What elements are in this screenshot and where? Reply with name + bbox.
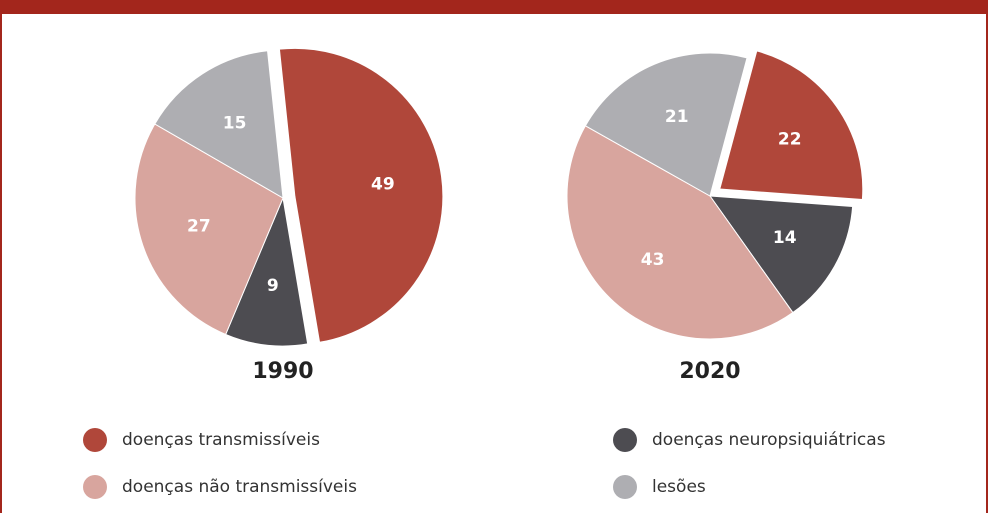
slice-label: 43 (641, 250, 665, 270)
pie-slice (134, 123, 284, 336)
slice-label: 27 (187, 216, 211, 236)
legend-swatch (613, 475, 637, 499)
pie-title: 1990 (252, 359, 313, 384)
pie-slice (708, 195, 854, 314)
slice-label: 21 (665, 107, 689, 127)
legend-label: doenças não transmissíveis (122, 477, 357, 497)
pie-slice (719, 50, 864, 201)
slice-label: 49 (371, 174, 395, 194)
pie-slice (584, 52, 748, 197)
pie-slice (154, 50, 284, 199)
pie-slice (566, 125, 794, 340)
top-bar (0, 0, 988, 14)
legend-label: doenças transmissíveis (122, 430, 320, 450)
slice-label: 14 (773, 228, 797, 248)
slice-label: 9 (267, 276, 279, 296)
slice-label: 15 (223, 114, 247, 134)
legend-label: doenças neuropsiquiátricas (652, 430, 886, 450)
slice-label: 22 (778, 129, 802, 149)
pie-title: 2020 (679, 359, 740, 384)
pie-slice (278, 47, 444, 343)
legend-swatch (613, 428, 637, 452)
legend-swatch (83, 475, 107, 499)
legend-swatch (83, 428, 107, 452)
legend-label: lesões (652, 477, 706, 497)
pie-slice (224, 196, 309, 347)
